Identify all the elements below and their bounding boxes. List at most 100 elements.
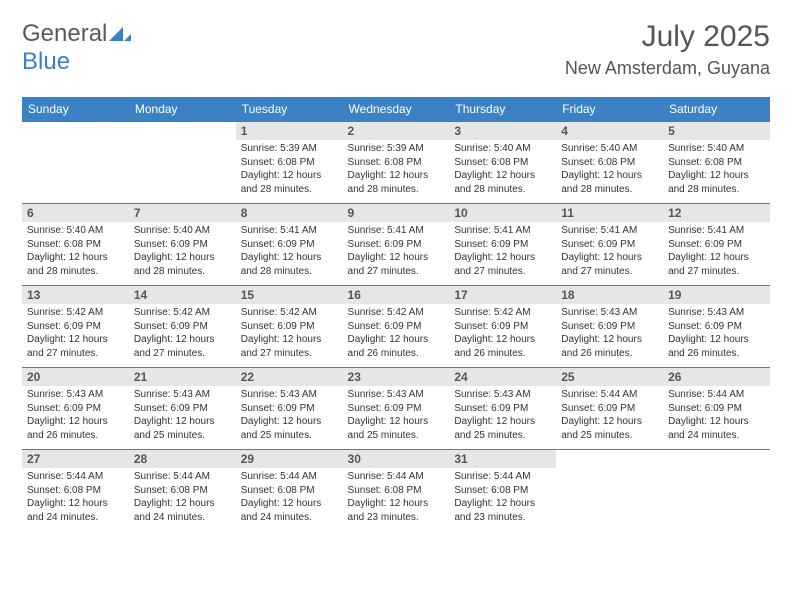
day-content: Sunrise: 5:41 AMSunset: 6:09 PMDaylight:… — [343, 222, 450, 282]
day-number: 30 — [343, 450, 450, 468]
day-content: Sunrise: 5:44 AMSunset: 6:08 PMDaylight:… — [236, 468, 343, 528]
day-number: 26 — [663, 368, 770, 386]
calendar-cell: 23Sunrise: 5:43 AMSunset: 6:09 PMDayligh… — [343, 368, 450, 450]
day-header-row: SundayMondayTuesdayWednesdayThursdayFrid… — [22, 97, 770, 122]
calendar-cell: 27Sunrise: 5:44 AMSunset: 6:08 PMDayligh… — [22, 450, 129, 532]
day-number: 11 — [556, 204, 663, 222]
calendar-cell: 29Sunrise: 5:44 AMSunset: 6:08 PMDayligh… — [236, 450, 343, 532]
calendar-cell: 24Sunrise: 5:43 AMSunset: 6:09 PMDayligh… — [449, 368, 556, 450]
day-number: 20 — [22, 368, 129, 386]
day-content: Sunrise: 5:41 AMSunset: 6:09 PMDaylight:… — [556, 222, 663, 282]
calendar-week: 13Sunrise: 5:42 AMSunset: 6:09 PMDayligh… — [22, 286, 770, 368]
day-content: Sunrise: 5:44 AMSunset: 6:08 PMDaylight:… — [22, 468, 129, 528]
calendar-page: GeneralBlue July 2025 New Amsterdam, Guy… — [0, 0, 792, 552]
day-content: Sunrise: 5:44 AMSunset: 6:08 PMDaylight:… — [343, 468, 450, 528]
day-content: Sunrise: 5:41 AMSunset: 6:09 PMDaylight:… — [449, 222, 556, 282]
calendar-cell: 7Sunrise: 5:40 AMSunset: 6:09 PMDaylight… — [129, 204, 236, 286]
day-number: 15 — [236, 286, 343, 304]
day-content: Sunrise: 5:39 AMSunset: 6:08 PMDaylight:… — [236, 140, 343, 200]
calendar-cell: 13Sunrise: 5:42 AMSunset: 6:09 PMDayligh… — [22, 286, 129, 368]
day-content: Sunrise: 5:40 AMSunset: 6:08 PMDaylight:… — [22, 222, 129, 282]
calendar-cell: 30Sunrise: 5:44 AMSunset: 6:08 PMDayligh… — [343, 450, 450, 532]
day-number: 7 — [129, 204, 236, 222]
day-number: 10 — [449, 204, 556, 222]
calendar-cell: 10Sunrise: 5:41 AMSunset: 6:09 PMDayligh… — [449, 204, 556, 286]
month-title: July 2025 — [565, 20, 770, 54]
day-content: Sunrise: 5:44 AMSunset: 6:09 PMDaylight:… — [556, 386, 663, 446]
calendar-cell — [663, 450, 770, 532]
day-content: Sunrise: 5:42 AMSunset: 6:09 PMDaylight:… — [343, 304, 450, 364]
day-number: 19 — [663, 286, 770, 304]
logo: GeneralBlue — [22, 20, 131, 76]
day-header: Tuesday — [236, 97, 343, 122]
calendar-cell: 3Sunrise: 5:40 AMSunset: 6:08 PMDaylight… — [449, 122, 556, 204]
day-content: Sunrise: 5:44 AMSunset: 6:08 PMDaylight:… — [449, 468, 556, 528]
calendar-week: 27Sunrise: 5:44 AMSunset: 6:08 PMDayligh… — [22, 450, 770, 532]
day-number: 18 — [556, 286, 663, 304]
day-number: 29 — [236, 450, 343, 468]
day-number: 12 — [663, 204, 770, 222]
day-number: 1 — [236, 122, 343, 140]
calendar-cell: 21Sunrise: 5:43 AMSunset: 6:09 PMDayligh… — [129, 368, 236, 450]
day-header: Saturday — [663, 97, 770, 122]
day-content: Sunrise: 5:40 AMSunset: 6:08 PMDaylight:… — [449, 140, 556, 200]
calendar-cell: 16Sunrise: 5:42 AMSunset: 6:09 PMDayligh… — [343, 286, 450, 368]
day-number: 6 — [22, 204, 129, 222]
day-header: Monday — [129, 97, 236, 122]
day-content: Sunrise: 5:40 AMSunset: 6:08 PMDaylight:… — [663, 140, 770, 200]
calendar-table: SundayMondayTuesdayWednesdayThursdayFrid… — [22, 97, 770, 532]
calendar-cell: 19Sunrise: 5:43 AMSunset: 6:09 PMDayligh… — [663, 286, 770, 368]
calendar-head: SundayMondayTuesdayWednesdayThursdayFrid… — [22, 97, 770, 122]
calendar-cell: 2Sunrise: 5:39 AMSunset: 6:08 PMDaylight… — [343, 122, 450, 204]
day-number: 31 — [449, 450, 556, 468]
day-number: 5 — [663, 122, 770, 140]
title-block: July 2025 New Amsterdam, Guyana — [565, 20, 770, 79]
day-number: 14 — [129, 286, 236, 304]
day-number: 24 — [449, 368, 556, 386]
calendar-body: 1Sunrise: 5:39 AMSunset: 6:08 PMDaylight… — [22, 122, 770, 532]
calendar-cell: 11Sunrise: 5:41 AMSunset: 6:09 PMDayligh… — [556, 204, 663, 286]
day-content: Sunrise: 5:41 AMSunset: 6:09 PMDaylight:… — [663, 222, 770, 282]
calendar-cell: 18Sunrise: 5:43 AMSunset: 6:09 PMDayligh… — [556, 286, 663, 368]
day-content: Sunrise: 5:41 AMSunset: 6:09 PMDaylight:… — [236, 222, 343, 282]
day-content: Sunrise: 5:44 AMSunset: 6:08 PMDaylight:… — [129, 468, 236, 528]
calendar-cell: 6Sunrise: 5:40 AMSunset: 6:08 PMDaylight… — [22, 204, 129, 286]
day-header: Friday — [556, 97, 663, 122]
day-content: Sunrise: 5:42 AMSunset: 6:09 PMDaylight:… — [22, 304, 129, 364]
calendar-cell: 4Sunrise: 5:40 AMSunset: 6:08 PMDaylight… — [556, 122, 663, 204]
header: GeneralBlue July 2025 New Amsterdam, Guy… — [22, 20, 770, 79]
calendar-cell: 22Sunrise: 5:43 AMSunset: 6:09 PMDayligh… — [236, 368, 343, 450]
day-header: Thursday — [449, 97, 556, 122]
calendar-cell — [556, 450, 663, 532]
calendar-week: 1Sunrise: 5:39 AMSunset: 6:08 PMDaylight… — [22, 122, 770, 204]
calendar-cell: 5Sunrise: 5:40 AMSunset: 6:08 PMDaylight… — [663, 122, 770, 204]
day-number: 9 — [343, 204, 450, 222]
calendar-cell: 8Sunrise: 5:41 AMSunset: 6:09 PMDaylight… — [236, 204, 343, 286]
day-content: Sunrise: 5:42 AMSunset: 6:09 PMDaylight:… — [236, 304, 343, 364]
logo-sail-icon — [109, 20, 131, 48]
calendar-cell: 25Sunrise: 5:44 AMSunset: 6:09 PMDayligh… — [556, 368, 663, 450]
day-content: Sunrise: 5:42 AMSunset: 6:09 PMDaylight:… — [449, 304, 556, 364]
day-header: Sunday — [22, 97, 129, 122]
day-number: 3 — [449, 122, 556, 140]
day-number: 22 — [236, 368, 343, 386]
day-number: 21 — [129, 368, 236, 386]
calendar-cell: 12Sunrise: 5:41 AMSunset: 6:09 PMDayligh… — [663, 204, 770, 286]
day-content: Sunrise: 5:43 AMSunset: 6:09 PMDaylight:… — [556, 304, 663, 364]
calendar-cell: 20Sunrise: 5:43 AMSunset: 6:09 PMDayligh… — [22, 368, 129, 450]
day-number: 23 — [343, 368, 450, 386]
day-number: 4 — [556, 122, 663, 140]
calendar-cell: 31Sunrise: 5:44 AMSunset: 6:08 PMDayligh… — [449, 450, 556, 532]
logo-part1: General — [22, 20, 107, 47]
logo-part2: Blue — [22, 48, 70, 75]
day-content: Sunrise: 5:43 AMSunset: 6:09 PMDaylight:… — [236, 386, 343, 446]
calendar-cell — [129, 122, 236, 204]
calendar-cell — [22, 122, 129, 204]
day-content: Sunrise: 5:43 AMSunset: 6:09 PMDaylight:… — [663, 304, 770, 364]
day-content: Sunrise: 5:43 AMSunset: 6:09 PMDaylight:… — [343, 386, 450, 446]
day-number: 28 — [129, 450, 236, 468]
calendar-week: 20 Sunrise: 5:43 AMSunset: 6:09 PMDayligh… — [22, 368, 770, 450]
day-content: Sunrise: 5:43 AMSunset: 6:09 PMDaylight:… — [449, 386, 556, 446]
day-number: 8 — [236, 204, 343, 222]
day-content: Sunrise: 5:40 AMSunset: 6:08 PMDaylight:… — [556, 140, 663, 200]
